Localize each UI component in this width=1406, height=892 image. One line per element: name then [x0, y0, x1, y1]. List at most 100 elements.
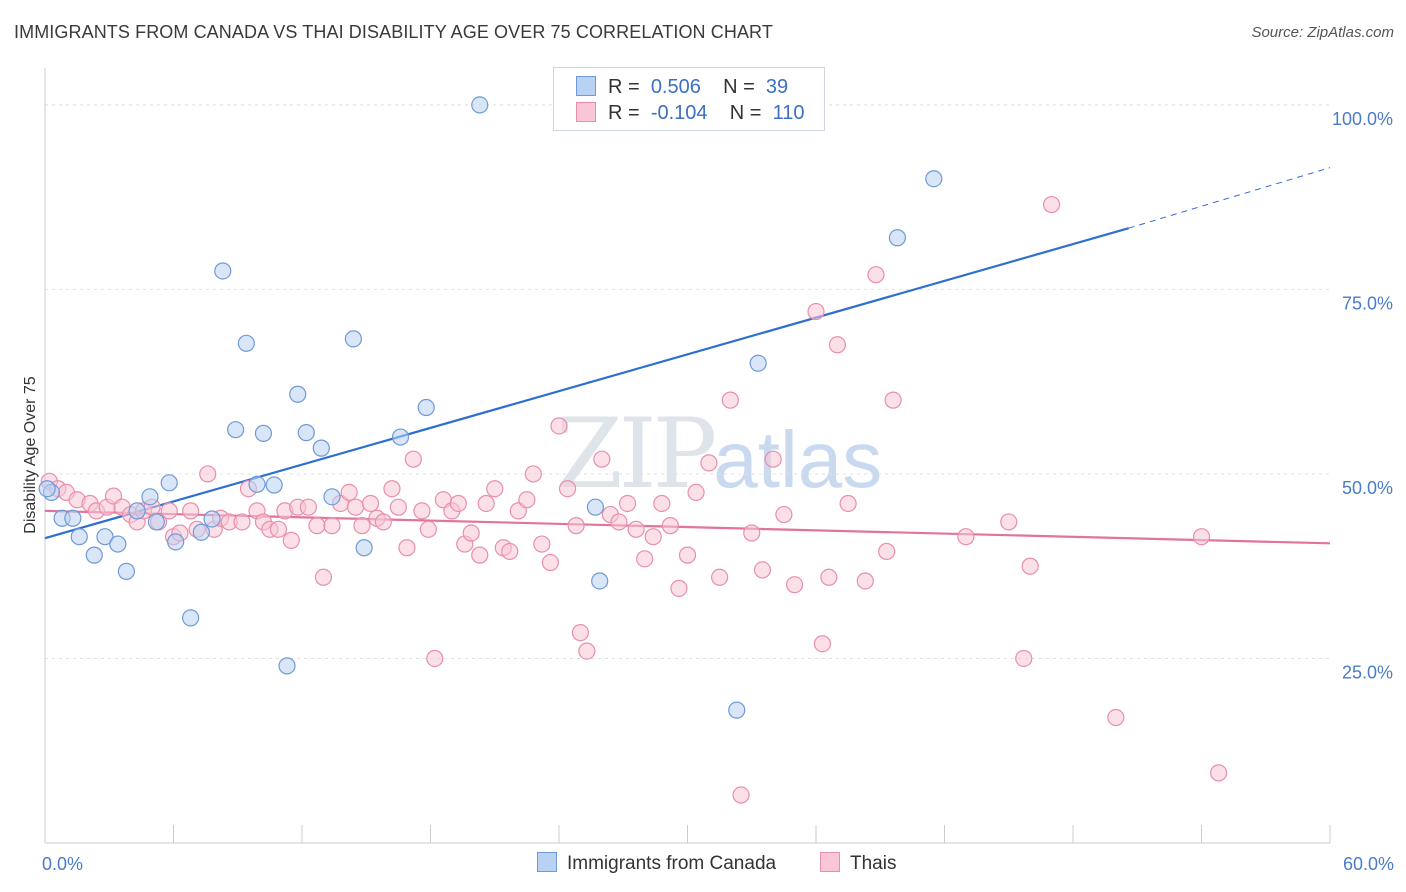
grid-lines — [45, 104, 1330, 659]
point-thais — [314, 568, 333, 586]
point-thais — [533, 535, 551, 553]
point-thais — [353, 517, 371, 535]
point-canada — [141, 488, 159, 506]
legend-n-value: 39 — [765, 76, 789, 98]
legend-swatch-blue — [576, 76, 596, 96]
point-thais — [340, 483, 358, 502]
point-canada — [227, 421, 245, 439]
point-thais — [398, 539, 416, 557]
point-thais — [323, 517, 341, 535]
bottom-legend-swatch-blue — [537, 852, 557, 872]
point-thais — [743, 524, 761, 542]
y-tick-label: 50.0% — [1342, 478, 1393, 498]
point-thais — [426, 649, 444, 668]
legend-n-label: N = — [729, 102, 762, 124]
point-canada — [192, 523, 210, 541]
source-credit: Source: ZipAtlas.com — [1251, 24, 1394, 41]
bottom-legend-canada: Immigrants from Canada — [537, 852, 776, 875]
point-thais — [820, 568, 838, 586]
point-thais — [389, 498, 407, 516]
point-thais — [518, 491, 536, 509]
point-thais — [957, 528, 975, 546]
y-tick-label: 75.0% — [1342, 293, 1393, 313]
point-thais — [813, 635, 832, 653]
point-canada — [312, 439, 330, 457]
point-thais — [593, 450, 611, 468]
point-thais — [571, 624, 590, 642]
point-canada — [265, 476, 283, 494]
point-thais — [524, 465, 542, 483]
point-canada — [109, 535, 127, 553]
point-canada — [323, 488, 341, 506]
point-thais — [878, 542, 896, 561]
point-canada — [167, 533, 185, 551]
point-canada — [254, 424, 273, 442]
point-canada — [182, 609, 200, 627]
point-thais — [884, 391, 902, 409]
point-thais — [413, 502, 431, 520]
point-thais — [661, 517, 679, 535]
bottom-legend-label-canada: Immigrants from Canada — [567, 853, 777, 874]
point-canada — [147, 513, 165, 531]
point-canada — [85, 546, 103, 564]
trendlines — [44, 167, 1331, 545]
point-thais — [501, 542, 519, 561]
trendline-canada — [44, 227, 1129, 540]
axes — [44, 68, 1331, 844]
point-canada — [278, 657, 296, 675]
point-canada — [925, 170, 943, 188]
point-canada — [64, 509, 82, 527]
point-canada — [728, 701, 746, 719]
point-canada — [471, 96, 489, 114]
point-canada — [888, 229, 906, 247]
y-axis-title: Disability Age Over 75 — [22, 376, 39, 534]
point-thais — [550, 417, 568, 435]
point-thais — [636, 550, 654, 568]
chart-title: IMMIGRANTS FROM CANADA VS THAI DISABILIT… — [14, 22, 773, 42]
legend-row-canada: R = 0.506 N = 39 — [576, 76, 788, 100]
point-thais — [1042, 195, 1061, 214]
point-canada — [128, 502, 146, 520]
point-thais — [299, 498, 318, 516]
legend-r-label: R = — [608, 102, 640, 124]
point-thais — [541, 553, 560, 572]
point-thais — [578, 642, 596, 660]
point-canada — [297, 424, 315, 442]
point-canada — [289, 385, 307, 403]
point-canada — [160, 474, 178, 492]
point-thais — [462, 524, 480, 542]
legend-row-thais: R = -0.104 N = 110 — [576, 102, 804, 126]
point-thais — [1000, 513, 1018, 531]
point-thais — [867, 266, 885, 284]
point-canada — [344, 330, 362, 348]
point-thais — [383, 480, 401, 498]
point-thais — [486, 480, 504, 498]
point-thais — [764, 450, 782, 468]
point-canada — [391, 428, 410, 446]
point-thais — [610, 513, 628, 531]
bottom-legend-label-thais: Thais — [850, 853, 897, 874]
x-tick-label: 60.0% — [1343, 854, 1394, 874]
y-tick-label: 100.0% — [1332, 109, 1393, 129]
legend-r-label: R = — [608, 76, 640, 98]
point-thais — [282, 531, 300, 549]
legend-n-value: 110 — [772, 102, 805, 124]
point-thais — [1021, 557, 1039, 575]
point-thais — [1107, 708, 1125, 727]
point-canada — [591, 572, 609, 590]
point-thais — [477, 494, 495, 513]
point-thais — [807, 302, 825, 321]
point-thais — [753, 561, 772, 579]
bottom-legend-thais: Thais — [820, 852, 896, 875]
point-thais — [670, 579, 688, 597]
point-thais — [644, 528, 662, 546]
legend-swatch-pink — [576, 102, 596, 122]
point-thais — [404, 450, 422, 468]
point-thais — [160, 502, 178, 520]
point-thais — [618, 494, 637, 513]
point-thais — [732, 786, 750, 804]
point-thais — [199, 465, 217, 483]
tick-labels: 25.0% 50.0% 75.0% 100.0% 0.0% 60.0% Disability… — [22, 109, 1394, 874]
legend-r-value: 0.506 — [650, 76, 701, 98]
